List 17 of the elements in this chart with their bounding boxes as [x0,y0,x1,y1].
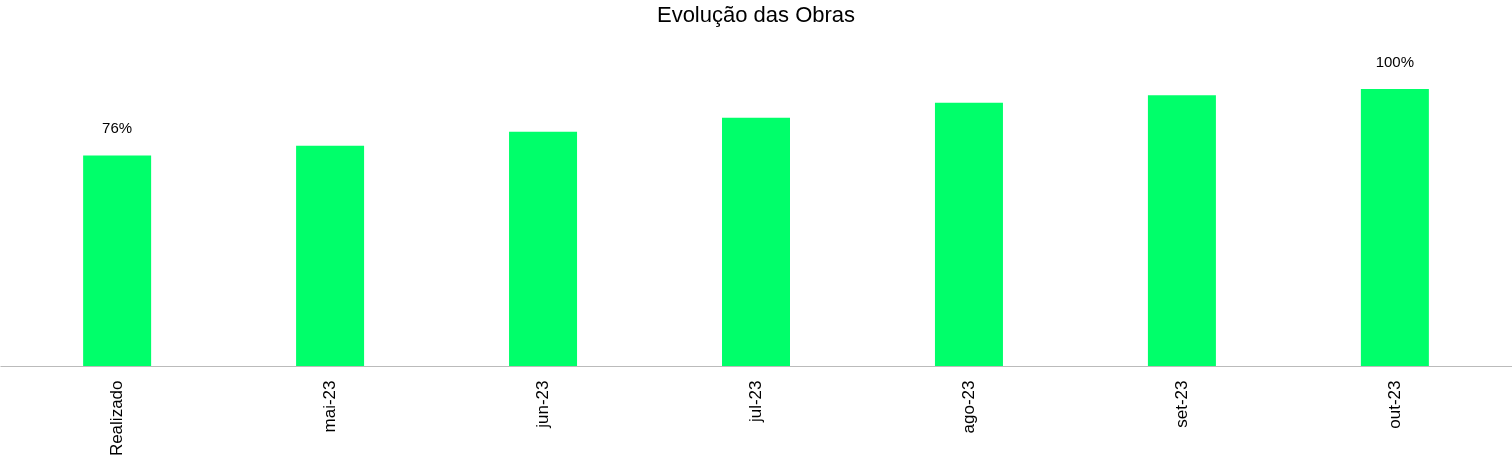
x-tick-label: set-23 [1171,380,1191,428]
data-label: 100% [1375,53,1415,70]
bar [934,102,1003,366]
bar [83,155,152,366]
bar [509,131,578,366]
data-label: 76% [102,119,133,137]
x-tick-label: mai-23 [320,380,340,433]
x-tick-label: out-23 [1384,380,1404,429]
bar [722,117,790,366]
bar [1360,89,1429,366]
x-tick-label: jun-23 [533,380,553,429]
bar [1147,95,1216,366]
chart-title: Evolução das Obras [656,2,856,27]
x-tick-label: ago-23 [958,380,978,434]
x-tick-label: Realizado [107,380,127,457]
x-tick-label: jul-23 [746,380,765,424]
bar [296,145,365,366]
